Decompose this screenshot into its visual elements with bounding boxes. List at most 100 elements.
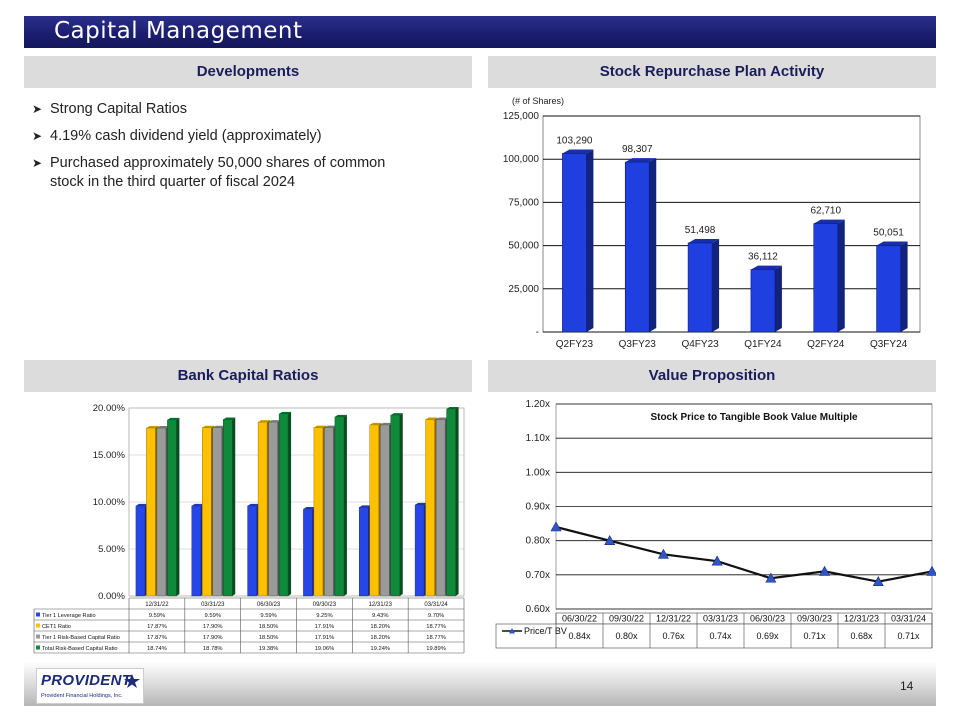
table-cell: 17.91% <box>315 624 335 630</box>
x-tick-label: 06/30/22 <box>562 614 597 624</box>
developments-list: ➤ Strong Capital Ratios ➤ 4.19% cash div… <box>32 100 462 200</box>
ratios-header: Bank Capital Ratios <box>24 360 472 392</box>
legend-label: Tier 1 Risk-Based Capital Ratio <box>42 635 120 641</box>
bar-top <box>212 425 225 428</box>
bar <box>334 416 345 597</box>
table-cell: 9.59% <box>149 613 165 619</box>
bar <box>750 269 776 333</box>
y-tick-label: 50,000 <box>508 241 539 252</box>
x-tick-label: Q2FY23 <box>556 339 594 350</box>
bar <box>247 505 257 597</box>
data-label: 62,710 <box>810 206 841 217</box>
bar-top <box>303 507 316 510</box>
y-tick-label: 1.20x <box>526 399 550 410</box>
x-tick-label: 03/31/23 <box>201 602 225 608</box>
x-tick-label: Q3FY23 <box>619 339 657 350</box>
bar-side <box>900 241 908 332</box>
bar-top <box>223 417 236 420</box>
bar-top <box>436 417 449 420</box>
y-tick-label: 125,000 <box>503 111 540 122</box>
development-item: ➤ Strong Capital Ratios <box>32 100 462 119</box>
bar-top <box>258 420 271 423</box>
bar-top <box>446 407 459 410</box>
x-tick-label: 12/31/23 <box>844 614 879 624</box>
bar-side <box>712 239 720 332</box>
bar <box>313 427 324 597</box>
bar-top <box>146 426 159 429</box>
x-tick-label: 12/31/22 <box>656 614 691 624</box>
bar <box>813 223 839 333</box>
bar-side <box>837 219 845 332</box>
bar <box>257 421 268 597</box>
table-cell: 0.84x <box>568 631 591 641</box>
bar-top <box>334 414 347 417</box>
data-label: 98,307 <box>622 144 653 155</box>
bar-top <box>135 503 148 506</box>
bar-top <box>247 503 260 506</box>
table-cell: 9.59% <box>205 613 221 619</box>
legend-label: Tier 1 Leverage Ratio <box>42 613 96 619</box>
y-tick-label: 1.00x <box>526 467 550 478</box>
y-tick-label: 15.00% <box>93 450 126 461</box>
logo-name: PROVIDENT <box>41 672 132 689</box>
x-tick-label: 09/30/23 <box>313 602 337 608</box>
bar <box>268 421 278 597</box>
legend-label: CET1 Ratio <box>42 624 71 630</box>
table-cell: 19.06% <box>315 646 335 652</box>
bar <box>624 161 650 333</box>
bar <box>223 419 233 597</box>
ratios-chart: 0.00% 5.00% 10.00% 15.00% 20.00% 12/31/22 03/3… <box>33 403 465 654</box>
table-cell: 9.43% <box>372 613 388 619</box>
y-tick-label: 0.80x <box>526 536 550 547</box>
table-cell: 17.91% <box>315 635 335 641</box>
legend-label: Total Risk-Based Capital Ratio <box>42 646 118 652</box>
x-tick-label: 03/31/24 <box>424 602 448 608</box>
bar <box>446 408 456 597</box>
repurchase-header: Stock Repurchase Plan Activity <box>488 56 936 88</box>
table-cell: 9.59% <box>260 613 276 619</box>
bar-top <box>202 425 215 428</box>
y-tick-label: 5.00% <box>98 544 125 555</box>
data-point <box>765 572 777 583</box>
table-cell: 19.38% <box>259 646 279 652</box>
table-cell: 18.78% <box>203 646 223 652</box>
bar-side <box>399 413 403 596</box>
y-axis-label: (# of Shares) <box>512 96 564 106</box>
x-tick-label: 12/31/22 <box>145 602 169 608</box>
bar-top <box>876 241 908 246</box>
development-text: Purchased approximately 50,000 shares of… <box>50 155 386 171</box>
data-label: 50,051 <box>873 228 904 239</box>
x-tick-label: 09/30/23 <box>797 614 832 624</box>
table-cell: 18.77% <box>426 624 446 630</box>
bar <box>202 427 212 597</box>
page-title: Capital Management <box>54 18 303 44</box>
table-cell: 0.68x <box>850 631 873 641</box>
bar <box>425 419 435 597</box>
table-cell: 9.25% <box>316 613 332 619</box>
table-cell: 19.24% <box>370 646 390 652</box>
development-item: ➤ Purchased approximately 50,000 shares … <box>32 154 462 192</box>
table-cell: 0.71x <box>897 631 920 641</box>
plot-area <box>542 115 921 333</box>
series-line <box>555 525 933 583</box>
legend-swatch <box>36 634 40 639</box>
arrow-bullet-icon: ➤ <box>32 156 43 170</box>
bar-top <box>313 425 326 428</box>
bar-top <box>156 426 169 429</box>
y-tick-label: 20.00% <box>93 403 126 414</box>
bar-top <box>688 239 720 244</box>
bar <box>324 427 334 597</box>
y-tick-label: 100,000 <box>503 154 540 165</box>
value-chart: 0.60x 0.70x 0.80x 0.90x 1.00x 1.10x 1.20x Stock… <box>495 399 936 649</box>
chart-title: Stock Price to Tangible Book Value Multi… <box>650 412 858 423</box>
y-tick-label: - <box>536 327 539 338</box>
bar-top <box>359 505 372 508</box>
logo-subtitle: Provident Financial Holdings, Inc. <box>41 693 123 699</box>
title-bar: Capital Management <box>24 16 936 48</box>
legend-marker <box>509 628 515 634</box>
repurchase-chart: (# of Shares) - 25,000 50,000 75,000 100,000 1… <box>503 96 921 350</box>
table-cell: 0.71x <box>803 631 826 641</box>
bar <box>146 427 156 597</box>
bar-side <box>232 417 236 596</box>
developments-header: Developments <box>24 56 472 88</box>
